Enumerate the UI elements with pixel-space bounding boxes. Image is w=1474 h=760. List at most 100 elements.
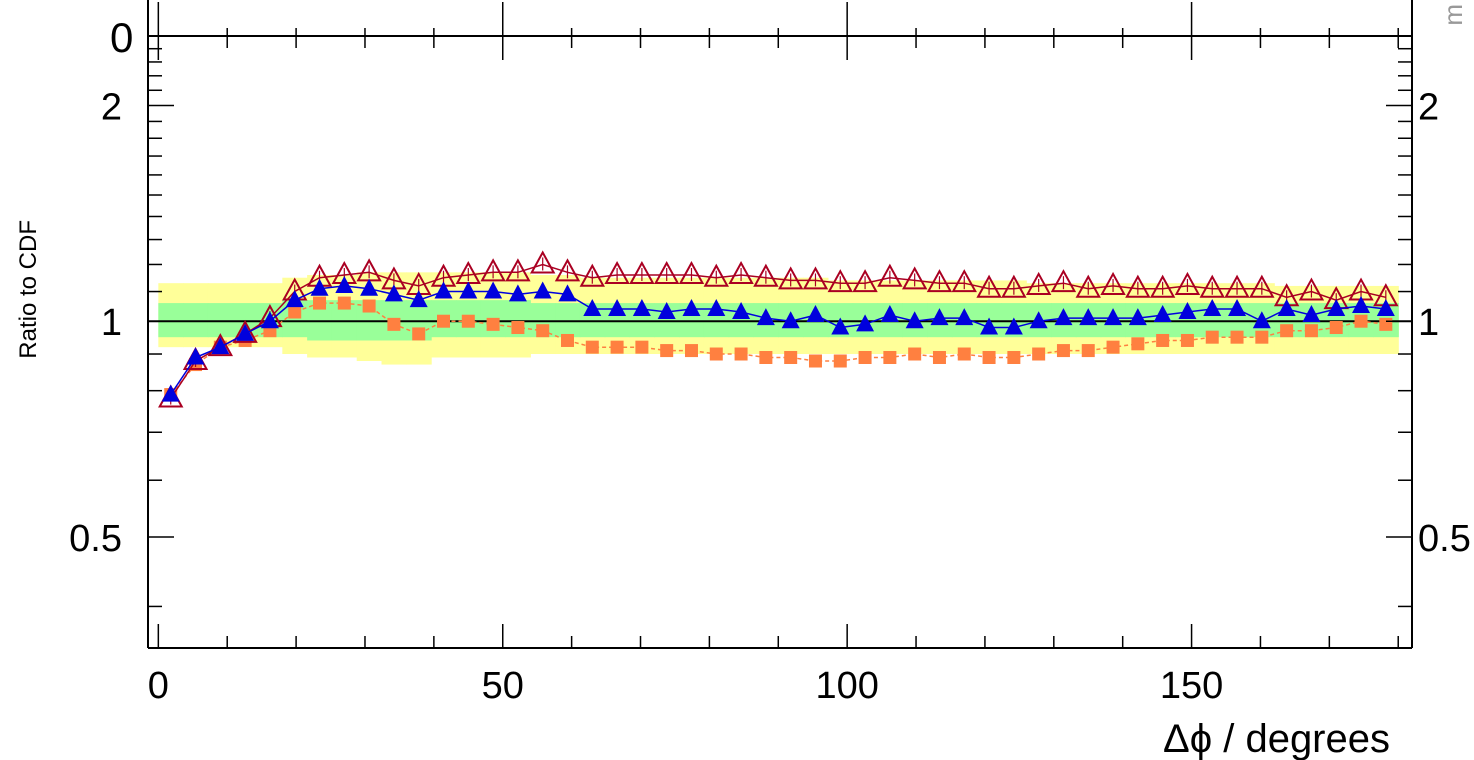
open-triangle-marker bbox=[1001, 274, 1027, 298]
square-marker bbox=[932, 350, 946, 364]
filled-triangle-marker bbox=[781, 311, 800, 329]
x-tick-label: 150 bbox=[1160, 665, 1223, 707]
square-marker bbox=[536, 324, 550, 338]
inner-band-bin bbox=[183, 303, 209, 338]
square-marker bbox=[1354, 314, 1368, 328]
filled-triangle-marker bbox=[707, 299, 726, 317]
square-marker bbox=[1304, 324, 1318, 338]
square-marker bbox=[635, 340, 649, 354]
open-triangle-marker bbox=[530, 250, 556, 274]
filled-triangle-marker bbox=[1352, 296, 1371, 314]
filled-triangle-marker bbox=[657, 302, 676, 320]
square-marker bbox=[1379, 317, 1393, 331]
square-marker bbox=[883, 350, 897, 364]
filled-triangle-marker bbox=[360, 278, 379, 296]
open-triangle-marker bbox=[877, 263, 903, 287]
open-triangle-marker bbox=[1249, 274, 1275, 298]
square-marker bbox=[709, 347, 723, 361]
open-triangle-marker bbox=[505, 258, 531, 282]
square-marker bbox=[660, 344, 674, 358]
square-marker bbox=[908, 347, 922, 361]
filled-triangle-marker bbox=[1327, 299, 1346, 317]
x-axis-label: Δϕ / degrees bbox=[1163, 717, 1390, 760]
filled-triangle-marker bbox=[608, 299, 627, 317]
x-tick-label: 50 bbox=[482, 665, 524, 707]
filled-triangle-marker bbox=[682, 299, 701, 317]
open-triangle-marker bbox=[976, 274, 1002, 298]
open-triangle-marker bbox=[728, 260, 754, 285]
filled-triangle-marker bbox=[1178, 302, 1197, 320]
open-triangle-marker bbox=[579, 263, 605, 287]
filled-triangle-marker bbox=[558, 284, 577, 302]
open-triangle-marker bbox=[1050, 269, 1077, 293]
filled-triangle-marker bbox=[1228, 299, 1247, 317]
square-marker bbox=[461, 314, 475, 328]
filled-triangle-marker bbox=[732, 302, 751, 320]
open-triangle-marker bbox=[901, 266, 928, 290]
filled-triangle-marker bbox=[583, 299, 602, 317]
filled-triangle-marker bbox=[335, 275, 354, 293]
square-marker bbox=[1329, 321, 1343, 335]
filled-triangle-marker bbox=[260, 311, 279, 329]
filled-triangle-marker bbox=[1128, 308, 1147, 326]
square-marker bbox=[387, 317, 401, 331]
y-tick-label-right: 2 bbox=[1418, 86, 1439, 128]
filled-triangle-marker bbox=[880, 305, 899, 323]
inner-band-bin bbox=[158, 303, 184, 338]
square-marker bbox=[1156, 333, 1170, 347]
square-marker bbox=[560, 333, 574, 347]
filled-triangle-marker bbox=[1376, 299, 1395, 317]
square-marker bbox=[833, 354, 847, 368]
square-marker bbox=[808, 354, 822, 368]
square-marker bbox=[784, 350, 798, 364]
filled-triangle-marker bbox=[930, 308, 949, 326]
x-tick-label: 0 bbox=[148, 665, 169, 707]
square-marker bbox=[412, 327, 426, 341]
square-marker bbox=[1007, 350, 1021, 364]
filled-triangle-marker bbox=[533, 281, 552, 299]
tick-labels: 0 50 100 150 0.5 0.5 1 1 2 2 bbox=[69, 86, 1471, 707]
filled-triangle-marker bbox=[1029, 311, 1048, 329]
open-triangle-marker bbox=[753, 263, 779, 287]
square-marker bbox=[1280, 324, 1294, 338]
filled-triangle-marker bbox=[409, 290, 428, 308]
filled-triangle-marker bbox=[186, 347, 205, 365]
filled-triangle-marker bbox=[508, 284, 527, 302]
open-triangle-marker bbox=[926, 269, 953, 293]
filled-triangle-marker bbox=[285, 290, 304, 308]
open-triangle-marker bbox=[703, 263, 729, 287]
open-triangle-marker bbox=[604, 260, 630, 285]
open-triangle-marker bbox=[852, 269, 878, 293]
plot-frame bbox=[147, 0, 1413, 649]
clipped-top-tick-label: 0 bbox=[110, 14, 133, 61]
filled-triangle-marker bbox=[905, 311, 924, 329]
filled-triangle-marker bbox=[955, 308, 974, 326]
open-triangle-marker bbox=[480, 258, 506, 282]
open-triangle-marker bbox=[1149, 274, 1176, 298]
square-marker bbox=[1106, 340, 1120, 354]
filled-triangle-marker bbox=[310, 278, 329, 296]
inner-band-bin bbox=[207, 303, 234, 338]
filled-triangle-marker bbox=[856, 314, 875, 332]
square-marker bbox=[610, 340, 624, 354]
x-tick-label: 100 bbox=[815, 665, 878, 707]
y-tick-label-left: 2 bbox=[101, 86, 122, 128]
axis-ticks bbox=[148, 2, 1412, 648]
open-triangle-marker bbox=[827, 269, 853, 293]
square-marker bbox=[1255, 330, 1269, 344]
square-marker bbox=[734, 347, 748, 361]
y-tick-label-right: 0.5 bbox=[1418, 518, 1471, 560]
square-marker bbox=[437, 314, 451, 328]
open-triangle-marker bbox=[554, 258, 581, 282]
square-marker bbox=[1131, 337, 1145, 351]
square-marker bbox=[684, 344, 698, 358]
square-marker bbox=[486, 317, 500, 331]
clipped-corner-text: m bbox=[1438, 4, 1468, 26]
square-marker bbox=[1205, 330, 1219, 344]
filled-triangle-marker bbox=[1153, 305, 1172, 323]
open-triangle-marker bbox=[1100, 271, 1126, 295]
square-marker bbox=[1056, 344, 1070, 358]
square-marker bbox=[957, 347, 971, 361]
y-tick-label-left: 1 bbox=[101, 302, 122, 344]
